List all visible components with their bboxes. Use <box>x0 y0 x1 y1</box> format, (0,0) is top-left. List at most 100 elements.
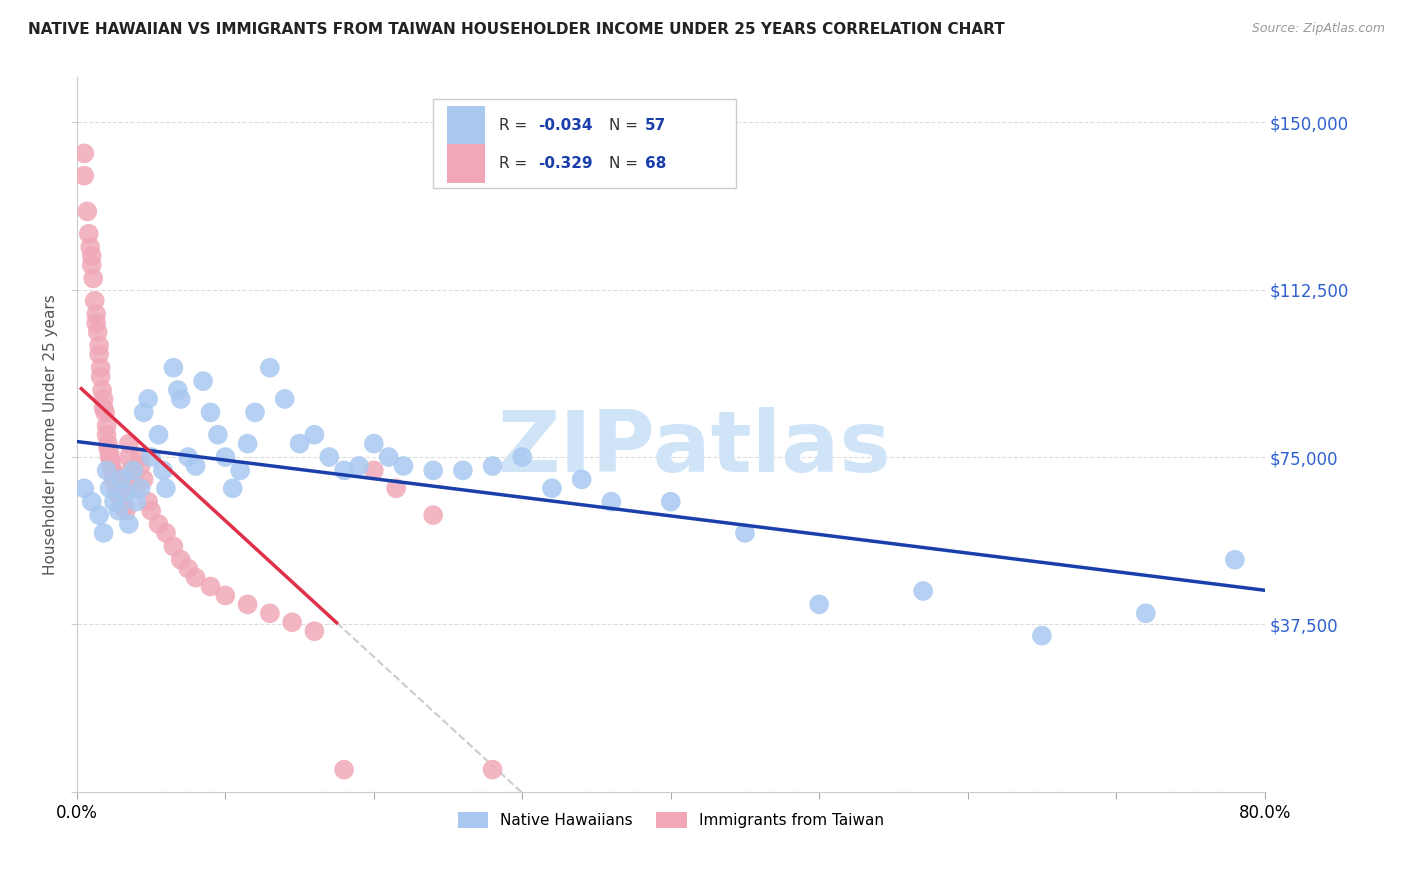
Point <box>98 450 121 464</box>
Text: Source: ZipAtlas.com: Source: ZipAtlas.com <box>1251 22 1385 36</box>
Point <box>77 227 100 241</box>
Point <box>166 383 188 397</box>
Point <box>107 488 129 502</box>
Point <box>333 763 356 777</box>
Point <box>184 571 207 585</box>
Point <box>93 525 115 540</box>
Point <box>115 503 138 517</box>
Point <box>363 436 385 450</box>
Point <box>86 325 108 339</box>
Point <box>132 472 155 486</box>
Point <box>243 405 266 419</box>
Point <box>170 553 193 567</box>
Point <box>139 450 162 464</box>
Text: NATIVE HAWAIIAN VS IMMIGRANTS FROM TAIWAN HOUSEHOLDER INCOME UNDER 25 YEARS CORR: NATIVE HAWAIIAN VS IMMIGRANTS FROM TAIWA… <box>28 22 1005 37</box>
Point <box>200 580 222 594</box>
Point <box>104 476 127 491</box>
Text: N =: N = <box>609 156 643 170</box>
Point <box>510 450 533 464</box>
FancyBboxPatch shape <box>447 144 485 183</box>
Point <box>259 360 281 375</box>
Point <box>112 485 135 500</box>
Point <box>94 405 117 419</box>
Point <box>118 436 141 450</box>
Point <box>600 494 623 508</box>
Point <box>73 169 96 183</box>
Point <box>422 463 444 477</box>
Point <box>125 494 148 508</box>
Point <box>105 481 128 495</box>
Point <box>1223 553 1246 567</box>
Point <box>304 624 326 639</box>
Point <box>152 463 174 477</box>
Point <box>118 450 141 464</box>
Y-axis label: Householder Income Under 25 years: Householder Income Under 25 years <box>44 294 58 575</box>
Point <box>122 472 145 486</box>
Text: 57: 57 <box>644 118 666 133</box>
Point <box>125 481 148 495</box>
Point <box>281 615 304 630</box>
Text: R =: R = <box>499 156 531 170</box>
FancyBboxPatch shape <box>433 99 737 188</box>
Point <box>84 307 107 321</box>
Text: ZIPatlas: ZIPatlas <box>498 408 891 491</box>
Point <box>100 454 122 468</box>
Text: 68: 68 <box>644 156 666 170</box>
Text: R =: R = <box>499 118 531 133</box>
Point <box>111 497 134 511</box>
Point <box>481 763 503 777</box>
Point <box>170 392 193 406</box>
Point <box>214 450 236 464</box>
Point <box>73 481 96 495</box>
Point <box>177 450 200 464</box>
Point <box>155 525 177 540</box>
Point <box>90 360 112 375</box>
Point <box>89 508 111 522</box>
Point <box>112 499 135 513</box>
Point <box>363 463 385 477</box>
Point <box>80 494 103 508</box>
Point <box>222 481 245 495</box>
Point <box>100 458 122 473</box>
Point <box>89 338 111 352</box>
Point <box>162 360 184 375</box>
Point <box>214 589 236 603</box>
Point <box>1135 607 1157 621</box>
Point <box>82 271 104 285</box>
Point <box>136 392 159 406</box>
Point <box>392 458 415 473</box>
Point <box>97 441 120 455</box>
Point <box>80 258 103 272</box>
Point <box>274 392 297 406</box>
Point <box>110 472 132 486</box>
Point <box>288 436 311 450</box>
Point <box>107 503 129 517</box>
Point <box>148 516 170 531</box>
Legend: Native Hawaiians, Immigrants from Taiwan: Native Hawaiians, Immigrants from Taiwan <box>451 806 890 834</box>
Point <box>236 598 259 612</box>
Point <box>155 481 177 495</box>
Point <box>377 450 399 464</box>
Point <box>129 458 152 473</box>
Point <box>318 450 340 464</box>
Point <box>89 347 111 361</box>
Point <box>912 584 935 599</box>
Point <box>1031 629 1053 643</box>
Point <box>571 472 593 486</box>
Point <box>98 481 121 495</box>
Point <box>136 494 159 508</box>
Point <box>110 492 132 507</box>
Point <box>734 525 756 540</box>
Point <box>385 481 408 495</box>
Point <box>103 494 125 508</box>
Point <box>93 392 115 406</box>
Point <box>128 450 150 464</box>
Point <box>80 249 103 263</box>
Point <box>132 405 155 419</box>
Point <box>184 458 207 473</box>
Point <box>177 562 200 576</box>
Point <box>451 463 474 477</box>
Point <box>101 463 124 477</box>
Point <box>96 463 118 477</box>
Point <box>98 445 121 459</box>
